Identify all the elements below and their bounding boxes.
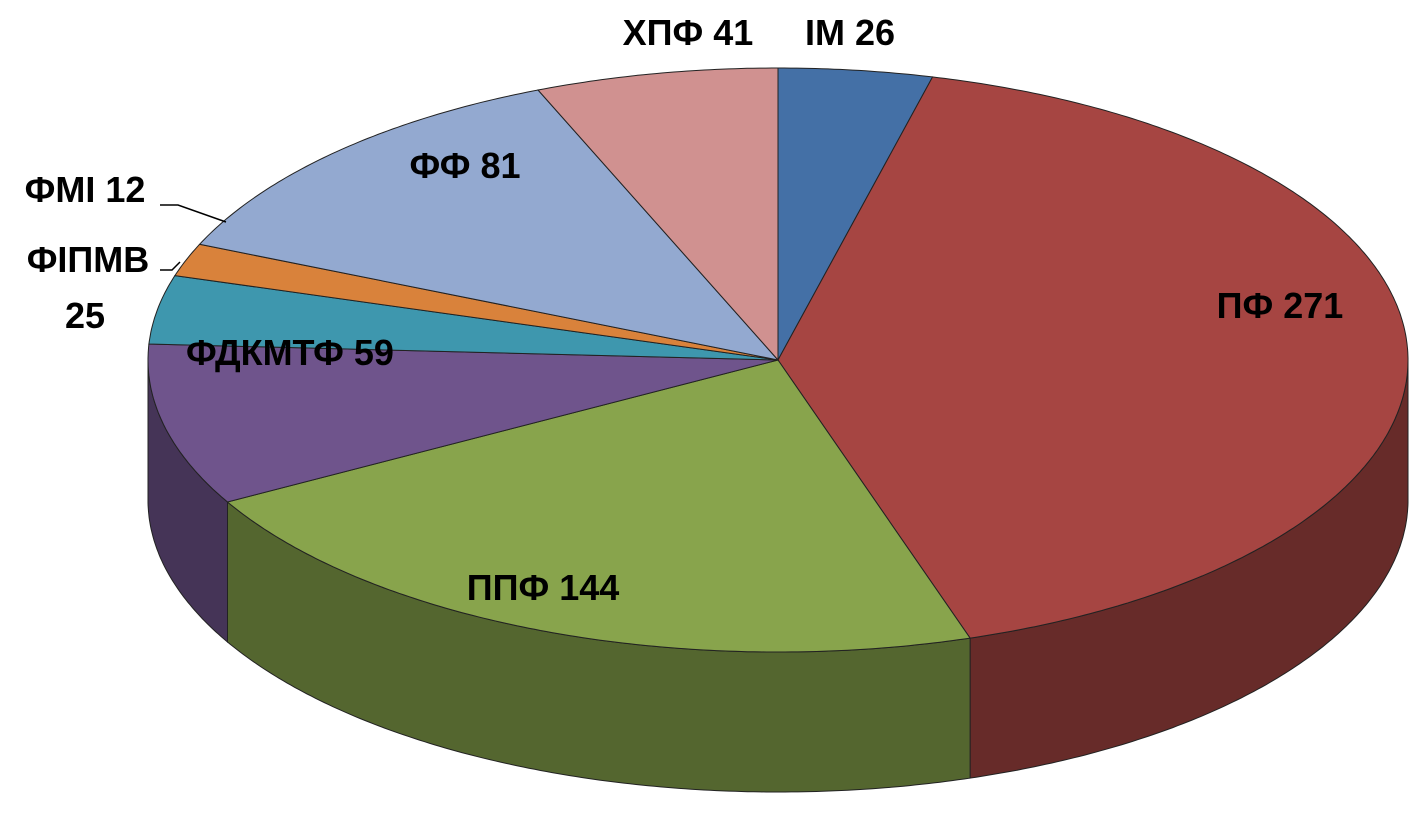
label-value: 41 xyxy=(713,12,753,53)
label-category: ФФ xyxy=(409,145,470,186)
label-category: ХПФ xyxy=(623,12,704,53)
data-label: ФФ 81 xyxy=(409,145,520,186)
data-label: ПФ 271 xyxy=(1217,285,1344,326)
label-value: 25 xyxy=(65,295,105,336)
data-label: ХПФ 41 xyxy=(623,12,754,53)
label-value: 144 xyxy=(559,567,619,608)
label-category: ІМ xyxy=(805,12,845,53)
label-value: 12 xyxy=(105,169,145,210)
label-value: 26 xyxy=(855,12,895,53)
label-category: ФДКМТФ xyxy=(186,332,344,373)
leader-line xyxy=(160,261,181,271)
label-category: ПФ xyxy=(1217,285,1274,326)
slice xyxy=(198,89,780,361)
slice xyxy=(147,343,779,503)
label-value: 81 xyxy=(480,145,520,186)
slice xyxy=(174,243,779,361)
slice xyxy=(226,359,971,653)
slice xyxy=(148,275,779,361)
data-label: ППФ 144 xyxy=(467,567,620,608)
label-category: ФМІ xyxy=(25,169,96,210)
label-category: ФІПМВ xyxy=(27,239,150,280)
label-category: ППФ xyxy=(467,567,549,608)
leader-line xyxy=(160,204,227,223)
data-label: ФДКМТФ 59 xyxy=(186,332,394,373)
label-value: 59 xyxy=(354,332,394,373)
slice xyxy=(537,67,779,362)
data-label: ФІПМВ 25 xyxy=(27,239,150,336)
label-value: 271 xyxy=(1283,285,1343,326)
slice xyxy=(777,67,934,361)
slice xyxy=(777,76,1409,639)
data-label: ФМІ 12 xyxy=(25,169,146,210)
data-label: ІМ 26 xyxy=(805,12,895,53)
